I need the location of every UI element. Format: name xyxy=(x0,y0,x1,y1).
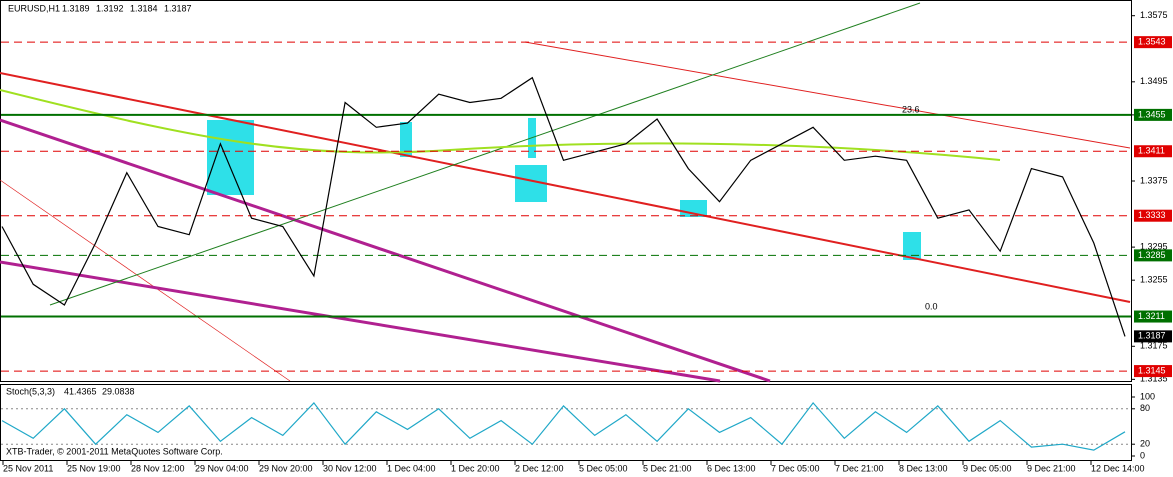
x-tick-label: 1 Dec 04:00 xyxy=(387,463,436,473)
fib-label: 23.6 xyxy=(902,104,920,114)
y2-tick-label: 0 xyxy=(1140,450,1145,460)
ohlc-value: 1.3192 xyxy=(96,3,124,13)
y-tick-label: 1.3255 xyxy=(1140,275,1168,285)
level-box xyxy=(1134,209,1172,222)
level-box xyxy=(1134,249,1172,262)
stoch-name: Stoch(5,3,3) xyxy=(6,386,55,396)
level-label: 1.3333 xyxy=(1138,210,1166,220)
x-tick-label: 30 Nov 12:00 xyxy=(323,463,377,473)
x-tick-label: 5 Dec 21:00 xyxy=(643,463,692,473)
x-tick-label: 25 Nov 2011 xyxy=(3,463,53,473)
price-line xyxy=(1,76,1126,337)
x-tick-label: 1 Dec 20:00 xyxy=(451,463,500,473)
x-tick-label: 29 Nov 04:00 xyxy=(195,463,249,473)
level-label: 1.3211 xyxy=(1138,311,1165,321)
stoch-value: 29.0838 xyxy=(102,386,135,396)
x-tick-label: 29 Nov 20:00 xyxy=(259,463,313,473)
y-tick-label: 1.3135 xyxy=(1140,374,1168,384)
y2-tick-label: 100 xyxy=(1140,391,1155,401)
y-tick-label: 1.3295 xyxy=(1140,241,1168,251)
trend-line xyxy=(49,2,921,306)
level-label: 1.3145 xyxy=(1138,365,1166,375)
level-box xyxy=(1134,310,1172,323)
x-tick-label: 5 Dec 05:00 xyxy=(579,463,628,473)
zone xyxy=(400,122,412,157)
y2-tick-label: 20 xyxy=(1140,439,1150,449)
x-tick-label: 8 Dec 13:00 xyxy=(899,463,948,473)
level-label: 1.3285 xyxy=(1138,250,1166,260)
level-label: 1.3411 xyxy=(1138,146,1165,156)
ohlc-value: 1.3189 xyxy=(62,3,90,13)
level-box xyxy=(1134,36,1172,49)
level-label: 1.3543 xyxy=(1138,37,1166,47)
level-label: 1.3455 xyxy=(1138,109,1166,119)
stoch-pane xyxy=(0,384,1132,461)
y-tick-label: 1.3495 xyxy=(1140,76,1168,86)
x-tick-label: 9 Dec 05:00 xyxy=(963,463,1012,473)
x-tick-label: 12 Dec 14:00 xyxy=(1091,463,1145,473)
fib-label: 0.0 xyxy=(925,301,938,311)
y2-tick-label: 80 xyxy=(1140,403,1150,413)
stoch-line xyxy=(1,401,1126,451)
level-box xyxy=(1134,108,1172,121)
x-tick-label: 2 Dec 12:00 xyxy=(515,463,564,473)
trend-line xyxy=(0,260,721,383)
trend-line xyxy=(524,41,1131,149)
level-box xyxy=(1134,365,1172,378)
x-tick-label: 7 Dec 05:00 xyxy=(771,463,820,473)
x-tick-label: 25 Nov 19:00 xyxy=(67,463,121,473)
main-pane xyxy=(0,0,1132,382)
symbol: EURUSD,H1 xyxy=(8,3,60,13)
copyright: XTB-Trader, © 2001-2011 MetaQuotes Softw… xyxy=(6,446,223,456)
x-tick-label: 9 Dec 21:00 xyxy=(1027,463,1076,473)
level-box xyxy=(1134,145,1172,158)
zone xyxy=(903,232,921,260)
trend-line xyxy=(0,118,771,383)
x-tick-label: 6 Dec 13:00 xyxy=(707,463,756,473)
y-tick-label: 1.3375 xyxy=(1140,175,1168,185)
trend-line xyxy=(0,179,291,382)
trend-line xyxy=(0,72,1131,303)
price-box xyxy=(1134,330,1172,343)
ohlc-value: 1.3184 xyxy=(130,3,158,13)
moving-average xyxy=(0,89,1001,161)
zone xyxy=(207,120,254,195)
x-tick-label: 7 Dec 21:00 xyxy=(835,463,884,473)
overlays xyxy=(0,2,1131,383)
stoch-value: 41.4365 xyxy=(64,386,97,396)
y-tick-label: 1.3175 xyxy=(1140,341,1168,351)
ohlc-value: 1.3187 xyxy=(164,3,192,13)
x-tick-label: 28 Nov 12:00 xyxy=(131,463,185,473)
y-tick-label: 1.3575 xyxy=(1140,10,1168,20)
price-label: 1.3187 xyxy=(1138,331,1166,341)
